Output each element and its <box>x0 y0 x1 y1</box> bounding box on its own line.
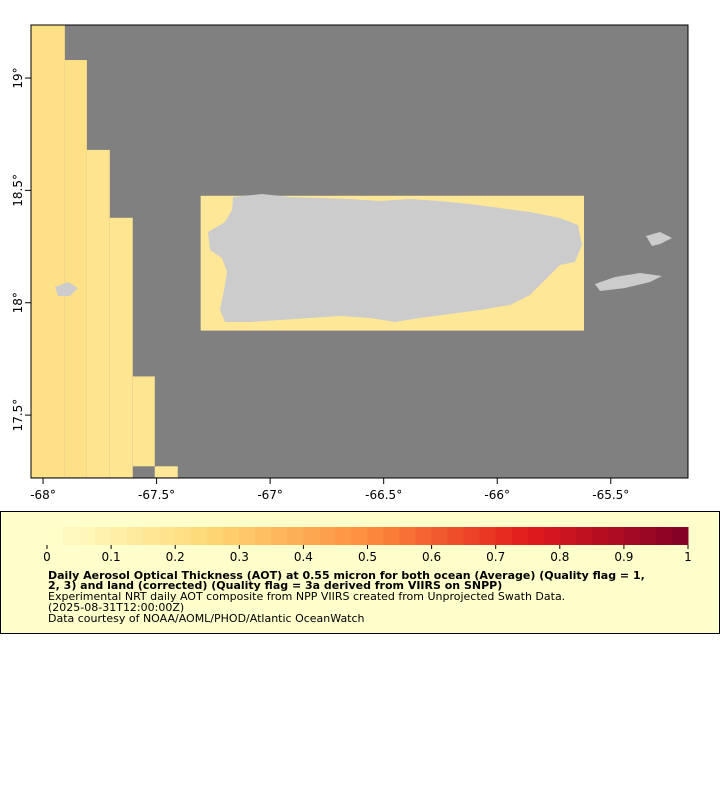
colorbar-step <box>399 527 417 545</box>
aot-cell <box>109 217 133 478</box>
colorbar-step <box>79 527 96 545</box>
colorbar-tick-label: 0.6 <box>422 550 441 564</box>
x-tick-label: -67.5° <box>138 488 175 502</box>
colorbar-tick-label: 0.7 <box>486 550 505 564</box>
aot-cell <box>154 466 178 478</box>
colorbar: 0 0.1 0.2 0.3 0.4 0.5 0.6 0.7 0.8 0.9 1 <box>43 527 692 564</box>
colorbar-step <box>287 527 304 545</box>
legend-title: 2, 3) and land (corrected) (Quality flag… <box>48 579 502 592</box>
colorbar-step <box>447 527 465 545</box>
colorbar-step <box>255 527 272 545</box>
colorbar-step <box>671 527 689 545</box>
x-tick-label: -67° <box>257 488 283 502</box>
colorbar-step <box>303 527 320 545</box>
colorbar-tick-label: 0.9 <box>614 550 633 564</box>
culebra <box>646 232 672 246</box>
y-tick-label: 18° <box>11 292 25 313</box>
colorbar-step <box>207 527 224 545</box>
colorbar-tick-label: 0.3 <box>230 550 249 564</box>
colorbar-step <box>143 527 160 545</box>
mona <box>55 282 78 296</box>
colorbar-step <box>543 527 561 545</box>
colorbar-step <box>527 527 545 545</box>
colorbar-step <box>383 527 401 545</box>
colorbar-step <box>463 527 481 545</box>
vieques <box>595 273 662 291</box>
colorbar-step <box>431 527 449 545</box>
aot-cell <box>86 149 110 478</box>
colorbar-step <box>591 527 609 545</box>
x-tick-label: -66° <box>484 488 510 502</box>
legend-line: (2025-08-31T12:00:00Z) <box>48 601 184 614</box>
colorbar-step <box>271 527 288 545</box>
legend-line: Experimental NRT daily AOT composite fro… <box>48 590 565 603</box>
y-tick-label: 19° <box>11 67 25 88</box>
colorbar-step <box>111 527 128 545</box>
colorbar-step <box>479 527 497 545</box>
colorbar-step <box>319 527 336 545</box>
colorbar-step <box>415 527 433 545</box>
colorbar-step <box>639 527 657 545</box>
land <box>55 194 672 322</box>
colorbar-step <box>239 527 256 545</box>
colorbar-step <box>367 527 385 545</box>
y-tick-label: 17.5° <box>11 399 25 432</box>
colorbar-step <box>511 527 529 545</box>
y-tick-label: 18.5° <box>11 174 25 207</box>
aot-cell <box>132 376 155 467</box>
colorbar-step <box>655 527 673 545</box>
colorbar-tick-label: 0.4 <box>294 550 313 564</box>
colorbar-step <box>607 527 625 545</box>
colorbar-tick-label: 0.5 <box>358 550 377 564</box>
colorbar-tick-label: 0.8 <box>550 550 569 564</box>
colorbar-step <box>559 527 577 545</box>
colorbar-tick-label: 0.2 <box>166 550 185 564</box>
map-frame <box>30 24 689 479</box>
puerto-rico <box>208 194 582 322</box>
colorbar-step <box>335 527 352 545</box>
aot-cell <box>31 25 65 478</box>
colorbar-step <box>63 527 80 545</box>
colorbar-step <box>47 527 64 545</box>
aot-cell <box>64 60 87 478</box>
colorbar-step <box>175 527 192 545</box>
colorbar-tick-label: 1 <box>684 550 692 564</box>
x-tick-label: -68° <box>30 488 56 502</box>
colorbar-step <box>351 527 368 545</box>
colorbar-step <box>623 527 641 545</box>
colorbar-step <box>223 527 240 545</box>
colorbar-step <box>95 527 112 545</box>
colorbar-tick-label: 0.1 <box>102 550 121 564</box>
colorbar-step <box>191 527 208 545</box>
x-tick-label: -65.5° <box>592 488 629 502</box>
colorbar-step <box>495 527 513 545</box>
legend-title: Daily Aerosol Optical Thickness (AOT) at… <box>48 569 645 582</box>
colorbar-step <box>159 527 176 545</box>
colorbar-step <box>575 527 593 545</box>
legend-line: Data courtesy of NOAA/AOML/PHOD/Atlantic… <box>48 612 365 625</box>
x-tick-label: -66.5° <box>365 488 402 502</box>
colorbar-tick-label: 0 <box>43 550 51 564</box>
colorbar-step <box>127 527 144 545</box>
